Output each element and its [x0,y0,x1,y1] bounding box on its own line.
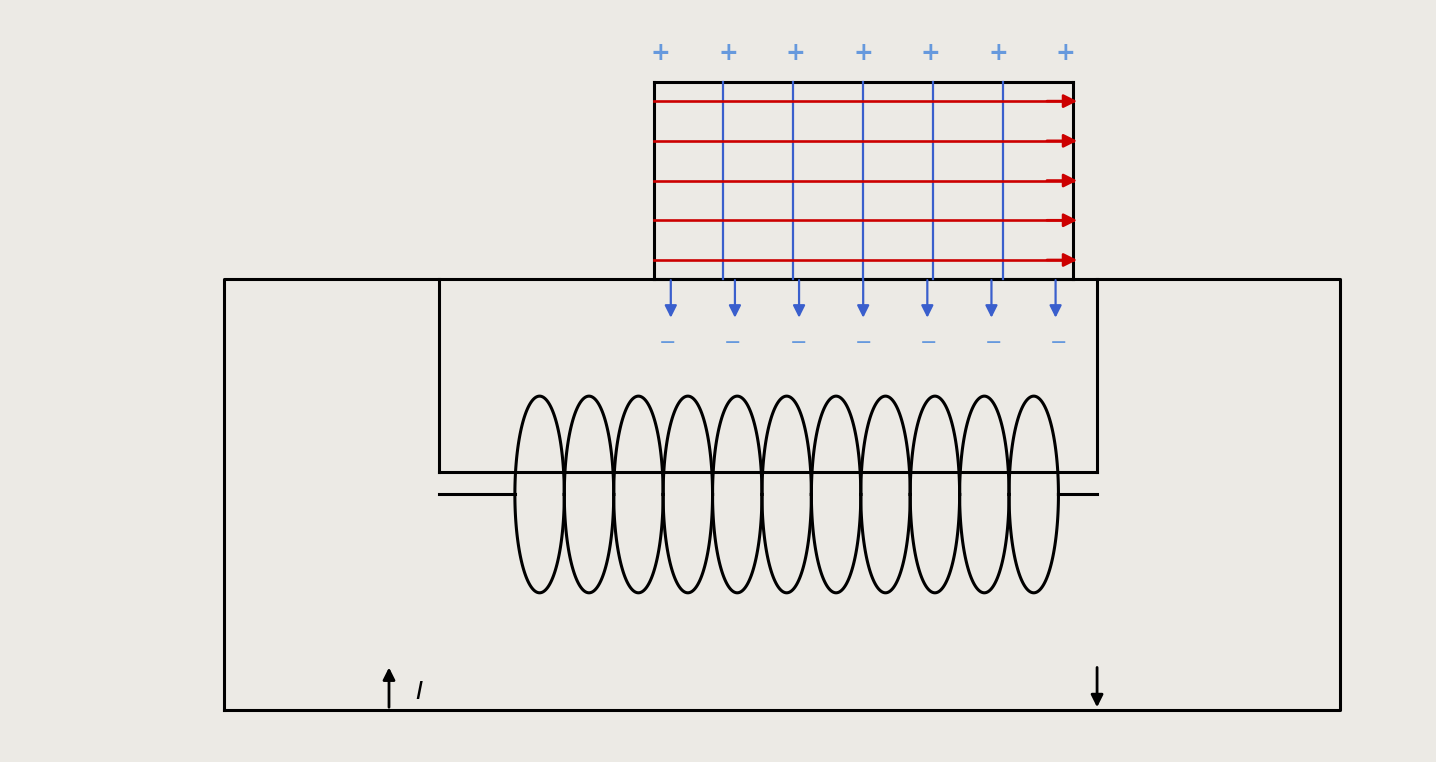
Text: −: − [854,333,872,353]
Text: +: + [785,41,806,66]
Text: −: − [659,333,676,353]
Text: +: + [920,41,941,66]
Text: +: + [718,41,738,66]
Text: $I$: $I$ [415,680,424,704]
Text: −: − [790,333,807,353]
Text: +: + [1055,41,1076,66]
Text: −: − [919,333,938,353]
Text: −: − [724,333,742,353]
Text: −: − [1050,333,1067,353]
Text: +: + [853,41,873,66]
Text: +: + [651,41,671,66]
Text: +: + [988,41,1008,66]
Text: −: − [985,333,1002,353]
